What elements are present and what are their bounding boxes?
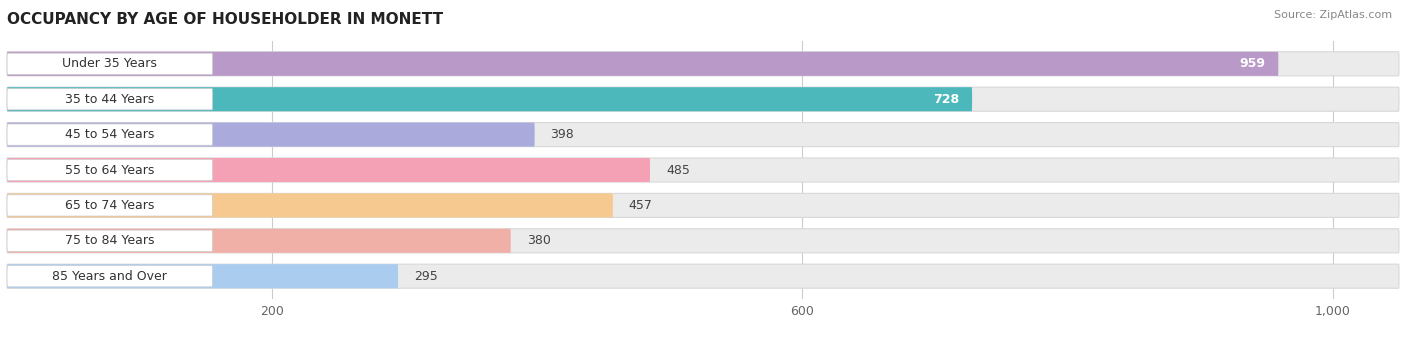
FancyBboxPatch shape xyxy=(7,193,1399,218)
Text: 728: 728 xyxy=(932,93,959,106)
Text: 457: 457 xyxy=(628,199,652,212)
Text: 65 to 74 Years: 65 to 74 Years xyxy=(65,199,155,212)
FancyBboxPatch shape xyxy=(7,52,1278,76)
FancyBboxPatch shape xyxy=(7,264,398,288)
FancyBboxPatch shape xyxy=(7,230,212,251)
FancyBboxPatch shape xyxy=(7,159,212,181)
Text: 45 to 54 Years: 45 to 54 Years xyxy=(65,128,155,141)
FancyBboxPatch shape xyxy=(7,229,1399,253)
Text: 35 to 44 Years: 35 to 44 Years xyxy=(65,93,155,106)
FancyBboxPatch shape xyxy=(7,158,1399,182)
Text: Under 35 Years: Under 35 Years xyxy=(62,57,157,70)
FancyBboxPatch shape xyxy=(7,229,510,253)
FancyBboxPatch shape xyxy=(7,195,212,216)
FancyBboxPatch shape xyxy=(7,122,534,147)
FancyBboxPatch shape xyxy=(7,52,1399,76)
Text: 485: 485 xyxy=(666,164,690,176)
FancyBboxPatch shape xyxy=(7,89,212,110)
Text: 75 to 84 Years: 75 to 84 Years xyxy=(65,234,155,247)
FancyBboxPatch shape xyxy=(7,87,1399,111)
FancyBboxPatch shape xyxy=(7,266,212,287)
FancyBboxPatch shape xyxy=(7,87,972,111)
Text: 55 to 64 Years: 55 to 64 Years xyxy=(65,164,155,176)
Text: 959: 959 xyxy=(1239,57,1265,70)
FancyBboxPatch shape xyxy=(7,53,212,74)
FancyBboxPatch shape xyxy=(7,193,613,218)
FancyBboxPatch shape xyxy=(7,158,650,182)
Text: 295: 295 xyxy=(413,270,437,283)
FancyBboxPatch shape xyxy=(7,264,1399,288)
Text: 85 Years and Over: 85 Years and Over xyxy=(52,270,167,283)
Text: 380: 380 xyxy=(527,234,551,247)
FancyBboxPatch shape xyxy=(7,124,212,145)
Text: 398: 398 xyxy=(551,128,574,141)
Text: Source: ZipAtlas.com: Source: ZipAtlas.com xyxy=(1274,10,1392,20)
Text: OCCUPANCY BY AGE OF HOUSEHOLDER IN MONETT: OCCUPANCY BY AGE OF HOUSEHOLDER IN MONET… xyxy=(7,12,443,27)
FancyBboxPatch shape xyxy=(7,122,1399,147)
